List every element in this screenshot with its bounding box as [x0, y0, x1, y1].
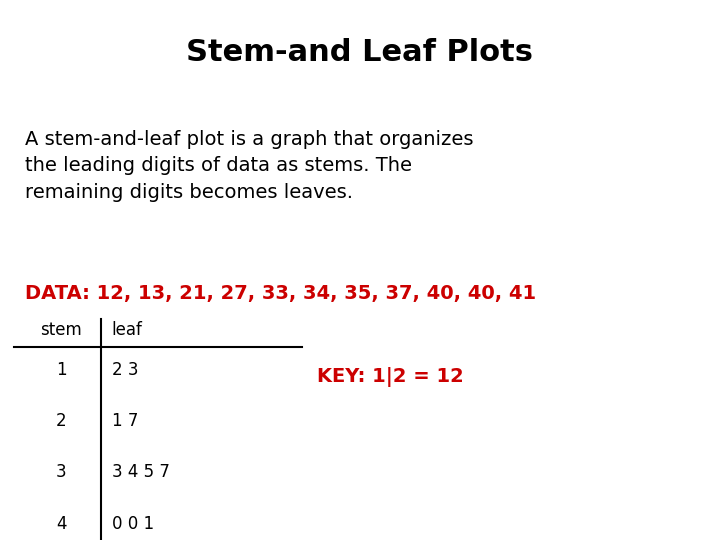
Text: 3: 3	[56, 463, 66, 481]
Text: 2 3: 2 3	[112, 361, 138, 379]
Text: KEY: 1|2 = 12: KEY: 1|2 = 12	[317, 367, 464, 387]
Text: 3 4 5 7: 3 4 5 7	[112, 463, 169, 481]
Text: 1 7: 1 7	[112, 412, 138, 430]
Text: 2: 2	[56, 412, 66, 430]
Text: stem: stem	[40, 321, 82, 339]
Text: Stem-and Leaf Plots: Stem-and Leaf Plots	[186, 38, 534, 67]
Text: 4: 4	[56, 515, 66, 532]
Text: DATA: 12, 13, 21, 27, 33, 34, 35, 37, 40, 40, 41: DATA: 12, 13, 21, 27, 33, 34, 35, 37, 40…	[25, 284, 536, 302]
Text: A stem-and-leaf plot is a graph that organizes
the leading digits of data as ste: A stem-and-leaf plot is a graph that org…	[25, 130, 474, 201]
Text: 1: 1	[56, 361, 66, 379]
Text: 0 0 1: 0 0 1	[112, 515, 154, 532]
Text: leaf: leaf	[112, 321, 143, 339]
